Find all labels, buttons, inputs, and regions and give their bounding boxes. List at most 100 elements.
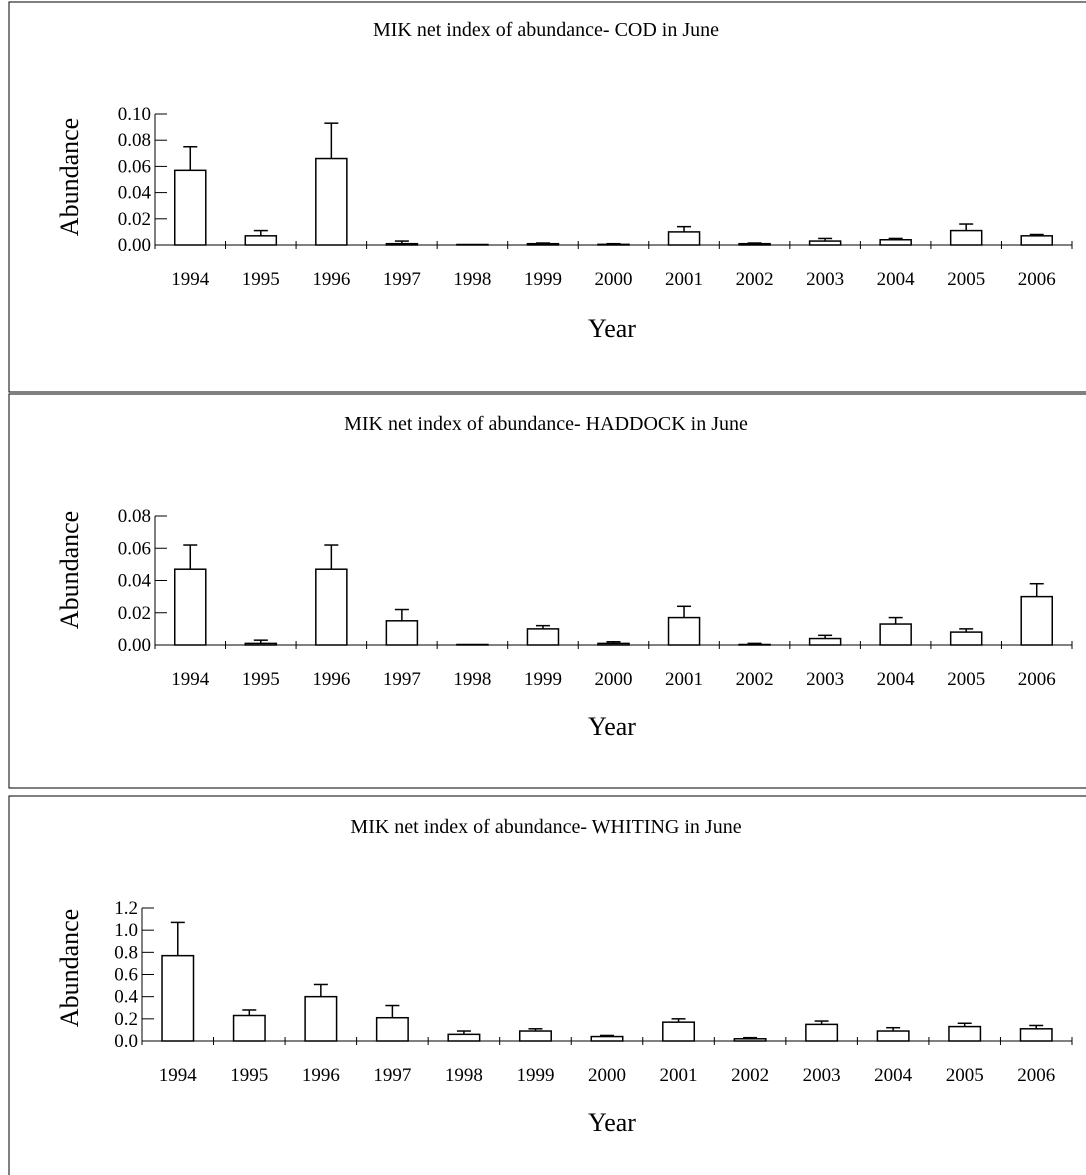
- chart-title: MIK net index of abundance- WHITING in J…: [350, 816, 741, 838]
- y-tick-label: 0.10: [118, 104, 151, 125]
- bar-1995: [232, 1014, 266, 1042]
- x-tick-label: 1999: [524, 269, 562, 290]
- bar-2000: [597, 243, 630, 246]
- panel-frame: [8, 1, 1086, 393]
- bar-2004: [876, 1030, 910, 1042]
- x-tick-label: 2002: [736, 269, 774, 290]
- bar-1994: [174, 568, 207, 646]
- x-tick-label: 2004: [877, 269, 916, 290]
- x-tick-label: 2005: [947, 269, 985, 290]
- x-tick-label: 2000: [595, 669, 633, 690]
- bar-1995: [244, 235, 278, 246]
- y-tick-label: 0.8: [114, 942, 138, 963]
- x-tick-label: 2000: [595, 269, 633, 290]
- bar-2005: [949, 631, 983, 646]
- y-axis-label: Abundance: [55, 511, 84, 629]
- x-tick-label: 2006: [1017, 1065, 1055, 1086]
- chart-title: MIK net index of abundance- HADDOCK in J…: [344, 413, 748, 435]
- y-tick-label: 1.0: [114, 920, 138, 941]
- x-tick-label: 1995: [242, 269, 280, 290]
- y-tick-label: 0.02: [118, 209, 151, 230]
- y-tick-label: 0.0: [114, 1031, 138, 1052]
- chart-panel-1: MIK net index of abundance- COD in June 0…: [8, 1, 1086, 393]
- bar-1998: [456, 643, 489, 646]
- y-axis-label: Abundance: [55, 909, 84, 1027]
- y-tick-label: 0.08: [118, 130, 151, 151]
- panel-frame: [8, 393, 1086, 789]
- x-tick-label: 1994: [171, 669, 210, 690]
- y-tick-label: 0.00: [118, 235, 151, 256]
- x-tick-label: 1998: [453, 269, 491, 290]
- x-tick-label: 2001: [665, 269, 703, 290]
- y-tick-label: 1.2: [114, 898, 138, 919]
- x-tick-label: 2004: [877, 669, 916, 690]
- x-axis-label: Year: [588, 712, 636, 741]
- x-tick-label: 1996: [312, 269, 350, 290]
- bar-2003: [808, 240, 842, 246]
- x-axis-label: Year: [588, 1108, 636, 1137]
- y-tick-label: 0.06: [118, 538, 151, 559]
- x-tick-label: 1999: [524, 669, 562, 690]
- bar-1997: [385, 620, 419, 646]
- bar-1994: [174, 169, 207, 246]
- x-tick-label: 1994: [171, 269, 210, 290]
- bar-2000: [597, 642, 630, 646]
- x-tick-label: 1995: [230, 1065, 268, 1086]
- bar-2004: [879, 623, 912, 646]
- bar-2002: [738, 242, 771, 246]
- y-tick-label: 0.04: [118, 571, 152, 592]
- x-tick-label: 2003: [803, 1065, 841, 1086]
- x-tick-label: 1994: [159, 1065, 198, 1086]
- bar-2006: [1020, 235, 1053, 246]
- x-tick-label: 1998: [453, 669, 491, 690]
- bar-2002: [733, 1038, 767, 1042]
- x-tick-label: 2001: [665, 669, 703, 690]
- x-tick-label: 1996: [312, 669, 350, 690]
- y-tick-label: 0.4: [114, 987, 138, 1008]
- bar-1996: [315, 157, 348, 246]
- y-tick-label: 0.00: [118, 635, 151, 656]
- x-tick-label: 1999: [516, 1065, 554, 1086]
- bar-2004: [879, 239, 912, 246]
- chart-panel-2: MIK net index of abundance- HADDOCK in J…: [8, 393, 1086, 789]
- x-tick-label: 2000: [588, 1065, 626, 1086]
- x-tick-label: 1997: [383, 269, 421, 290]
- x-tick-label: 1997: [383, 669, 421, 690]
- bar-2001: [662, 1021, 696, 1042]
- bar-1999: [518, 1030, 552, 1042]
- bar-1999: [526, 242, 560, 246]
- x-tick-label: 1997: [373, 1065, 411, 1086]
- y-tick-label: 0.6: [114, 965, 138, 986]
- y-tick-label: 0.02: [118, 603, 151, 624]
- x-tick-label: 2005: [946, 1065, 984, 1086]
- chart-panel-3: MIK net index of abundance- WHITING in J…: [8, 795, 1086, 1175]
- y-tick-label: 0.2: [114, 1009, 138, 1030]
- bar-1996: [304, 995, 338, 1042]
- bar-1994: [161, 954, 195, 1042]
- bar-2003: [805, 1023, 839, 1042]
- bar-2005: [948, 1025, 982, 1042]
- bar-2001: [667, 616, 701, 646]
- x-tick-label: 2005: [947, 669, 985, 690]
- bar-1998: [456, 243, 489, 246]
- x-tick-label: 2004: [874, 1065, 913, 1086]
- x-tick-label: 2003: [806, 269, 844, 290]
- bar-2003: [808, 637, 842, 646]
- y-tick-label: 0.08: [118, 506, 151, 527]
- y-axis-label: Abundance: [55, 118, 84, 236]
- x-tick-label: 2002: [731, 1065, 769, 1086]
- x-tick-label: 2003: [806, 669, 844, 690]
- x-tick-label: 1998: [445, 1065, 483, 1086]
- bar-2006: [1019, 1028, 1053, 1042]
- bar-1998: [447, 1033, 481, 1042]
- bar-1996: [315, 568, 348, 646]
- chart-title: MIK net index of abundance- COD in June: [373, 19, 719, 41]
- bar-1995: [244, 642, 278, 646]
- bar-1999: [526, 628, 560, 646]
- x-tick-label: 2006: [1018, 669, 1056, 690]
- bar-2000: [590, 1035, 624, 1042]
- bar-1997: [385, 242, 419, 246]
- bar-2001: [667, 231, 701, 246]
- y-tick-label: 0.06: [118, 156, 151, 177]
